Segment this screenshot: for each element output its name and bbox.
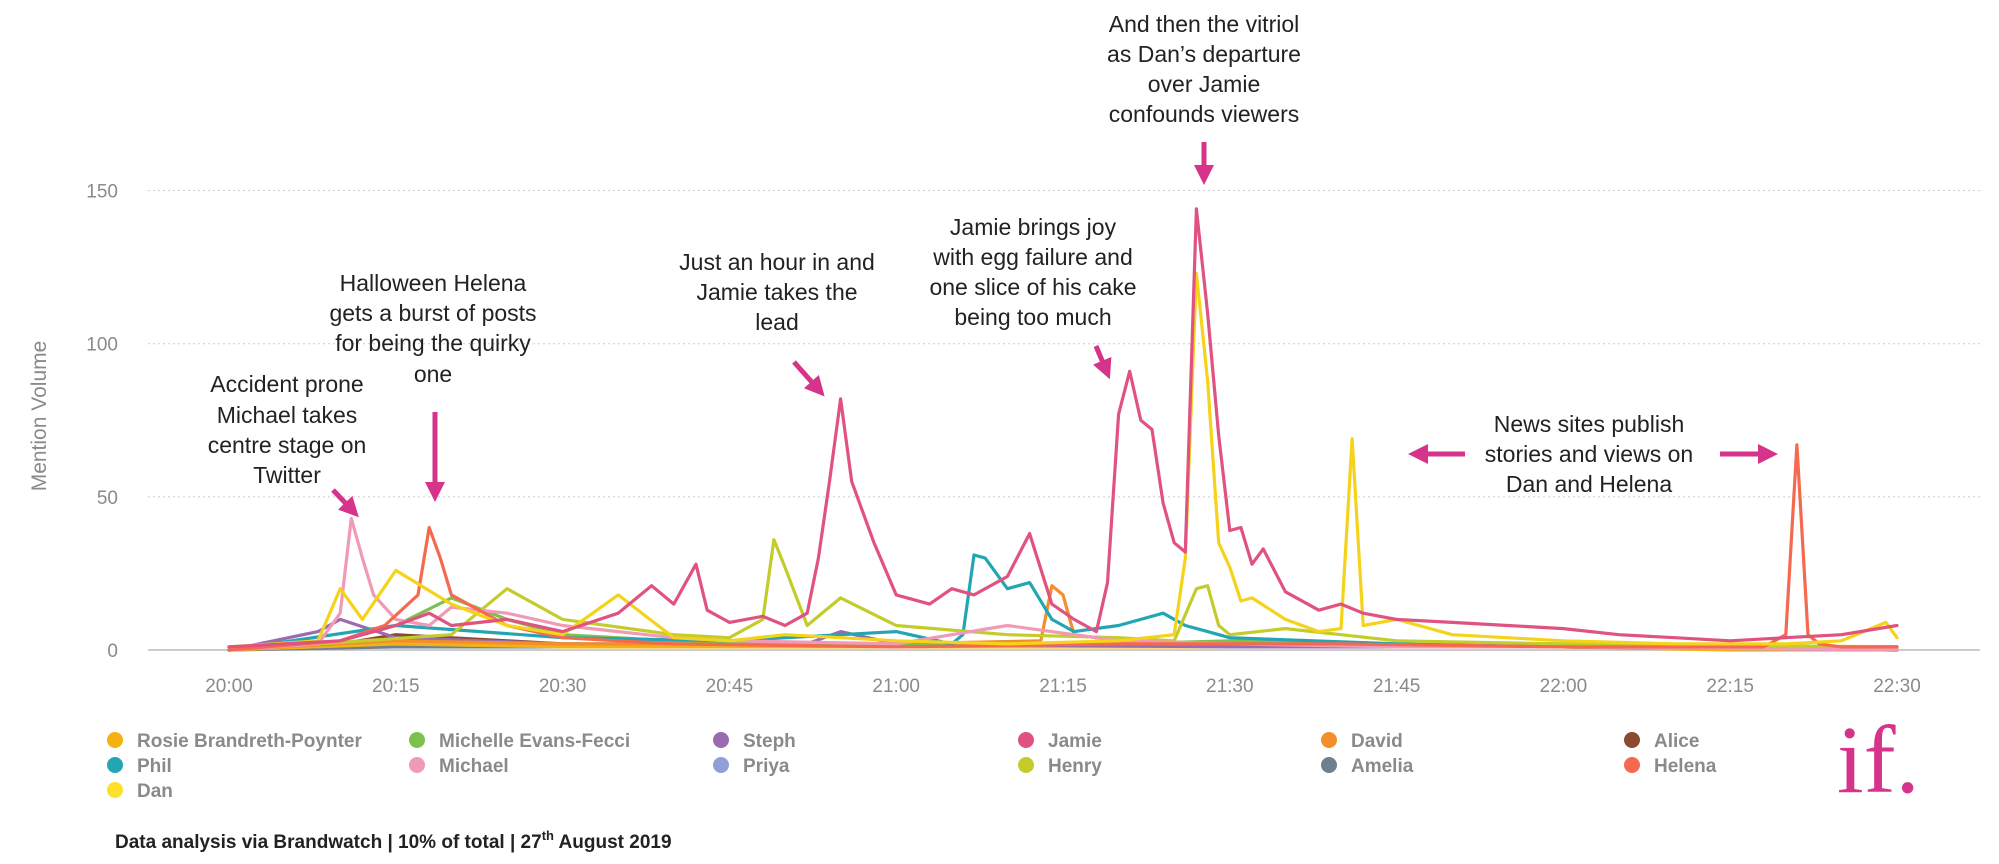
legend-swatch-dan: [107, 782, 123, 798]
annotation-vitriol: And then the vitriol as Dan’s departure …: [1107, 11, 1301, 185]
annotation-jamie-joy-line-1: with egg failure and: [932, 244, 1132, 270]
x-tick-label: 22:15: [1706, 676, 1754, 697]
y-axis: 0 50 100 150: [86, 182, 118, 662]
annotation-helena: Halloween Helena gets a burst of posts f…: [329, 270, 537, 502]
legend-swatch-david: [1321, 732, 1337, 748]
legend: Rosie Brandreth-Poynter Michelle Evans-Fe…: [107, 731, 1717, 802]
annotation-helena-line-0: Halloween Helena: [340, 270, 527, 296]
annotation-vitriol-line-3: confounds viewers: [1109, 101, 1300, 127]
footer-prefix: Data analysis via Brandwatch | 10% of to…: [115, 832, 542, 853]
legend-label-jamie: Jamie: [1048, 731, 1102, 752]
annotation-news-line-0: News sites publish: [1494, 411, 1684, 437]
x-axis: 20:00 20:15 20:30 20:45 21:00 21:15 21:30 21:45…: [205, 676, 1921, 697]
y-tick-label: 0: [107, 641, 118, 662]
legend-label-priya: Priya: [743, 756, 790, 777]
annotation-jamie-lead-line-0: Just an hour in and: [679, 249, 875, 275]
annotation-jamie-joy-line-0: Jamie brings joy: [950, 214, 1117, 240]
legend-label-david: David: [1351, 731, 1403, 752]
legend-label-rosie-brandreth-poynter: Rosie Brandreth-Poynter: [137, 731, 362, 752]
annotation-jamie-joy: Jamie brings joy with egg failure and on…: [929, 214, 1137, 380]
legend-swatch-helena: [1624, 757, 1640, 773]
x-tick-label: 20:45: [706, 676, 754, 697]
legend-label-michelle-evans-fecci: Michelle Evans-Fecci: [439, 731, 630, 752]
annotation-michael-line-3: Twitter: [253, 462, 321, 488]
legend-label-dan: Dan: [137, 781, 173, 802]
legend-swatch-rosie-brandreth-poynter: [107, 732, 123, 748]
legend-label-phil: Phil: [137, 756, 172, 777]
annotation-michael-line-2: centre stage on: [208, 432, 367, 458]
series-line-dan: [227, 271, 1899, 649]
footer-superscript: th: [542, 828, 554, 843]
annotation-jamie-lead-line-2: lead: [755, 309, 798, 335]
legend-swatch-michelle-evans-fecci: [409, 732, 425, 748]
annotation-jamie-lead-arrow: [792, 360, 825, 397]
annotation-jamie-joy-line-3: being too much: [954, 304, 1111, 330]
legend-label-henry: Henry: [1048, 756, 1102, 777]
annotation-helena-line-2: for being the quirky: [335, 330, 531, 356]
legend-swatch-steph: [713, 732, 729, 748]
x-tick-label: 20:30: [539, 676, 587, 697]
annotation-helena-line-1: gets a burst of posts: [329, 300, 536, 326]
annotation-vitriol-line-0: And then the vitriol: [1109, 11, 1300, 37]
legend-swatch-henry: [1018, 757, 1034, 773]
x-tick-label: 20:15: [372, 676, 420, 697]
annotation-jamie-lead: Just an hour in and Jamie takes the lead: [679, 249, 875, 397]
x-tick-label: 21:15: [1039, 676, 1087, 697]
legend-swatch-priya: [713, 757, 729, 773]
annotation-vitriol-line-1: as Dan’s departure: [1107, 41, 1301, 67]
series-line-henry: [227, 538, 1899, 652]
series-line-helena: [227, 443, 1899, 652]
legend-swatch-jamie: [1018, 732, 1034, 748]
annotation-news-line-1: stories and views on: [1485, 441, 1693, 467]
legend-label-michael: Michael: [439, 756, 509, 777]
annotation-jamie-lead-line-1: Jamie takes the: [696, 279, 857, 305]
x-tick-label: 20:00: [205, 676, 253, 697]
y-axis-title: Mention Volume: [28, 341, 51, 492]
x-tick-label: 21:00: [872, 676, 920, 697]
annotation-news: News sites publish stories and views on …: [1408, 411, 1778, 497]
legend-swatch-michael: [409, 757, 425, 773]
annotation-michael-arrow: [331, 488, 359, 518]
annotation-michael-line-1: Michael takes: [217, 402, 358, 428]
y-tick-label: 100: [86, 335, 118, 356]
series-line-jamie: [227, 207, 1899, 649]
annotation-jamie-joy-arrow: [1092, 345, 1112, 380]
y-tick-label: 150: [86, 182, 118, 203]
legend-label-amelia: Amelia: [1351, 756, 1414, 777]
annotation-jamie-joy-line-2: one slice of his cake: [929, 274, 1136, 300]
legend-swatch-amelia: [1321, 757, 1337, 773]
footer-source: Data analysis via Brandwatch | 10% of to…: [115, 828, 672, 853]
series-lines: [227, 207, 1899, 652]
legend-swatch-alice: [1624, 732, 1640, 748]
annotation-vitriol-line-2: over Jamie: [1148, 71, 1260, 97]
annotation-michael-line-0: Accident prone: [210, 371, 363, 397]
x-tick-label: 21:45: [1373, 676, 1421, 697]
series-line-phil: [227, 553, 1899, 652]
annotation-news-line-2: Dan and Helena: [1506, 471, 1672, 497]
legend-label-alice: Alice: [1654, 731, 1699, 752]
annotation-helena-line-3: one: [414, 361, 452, 387]
x-tick-label: 22:30: [1873, 676, 1921, 697]
footer-suffix: August 2019: [554, 832, 672, 853]
legend-label-helena: Helena: [1654, 756, 1717, 777]
annotation-michael: Accident prone Michael takes centre stag…: [208, 371, 367, 518]
x-tick-label: 22:00: [1540, 676, 1588, 697]
brand-logo: if.: [1837, 706, 1920, 813]
x-tick-label: 21:30: [1206, 676, 1254, 697]
legend-swatch-phil: [107, 757, 123, 773]
y-tick-label: 50: [97, 488, 118, 509]
legend-label-steph: Steph: [743, 731, 796, 752]
